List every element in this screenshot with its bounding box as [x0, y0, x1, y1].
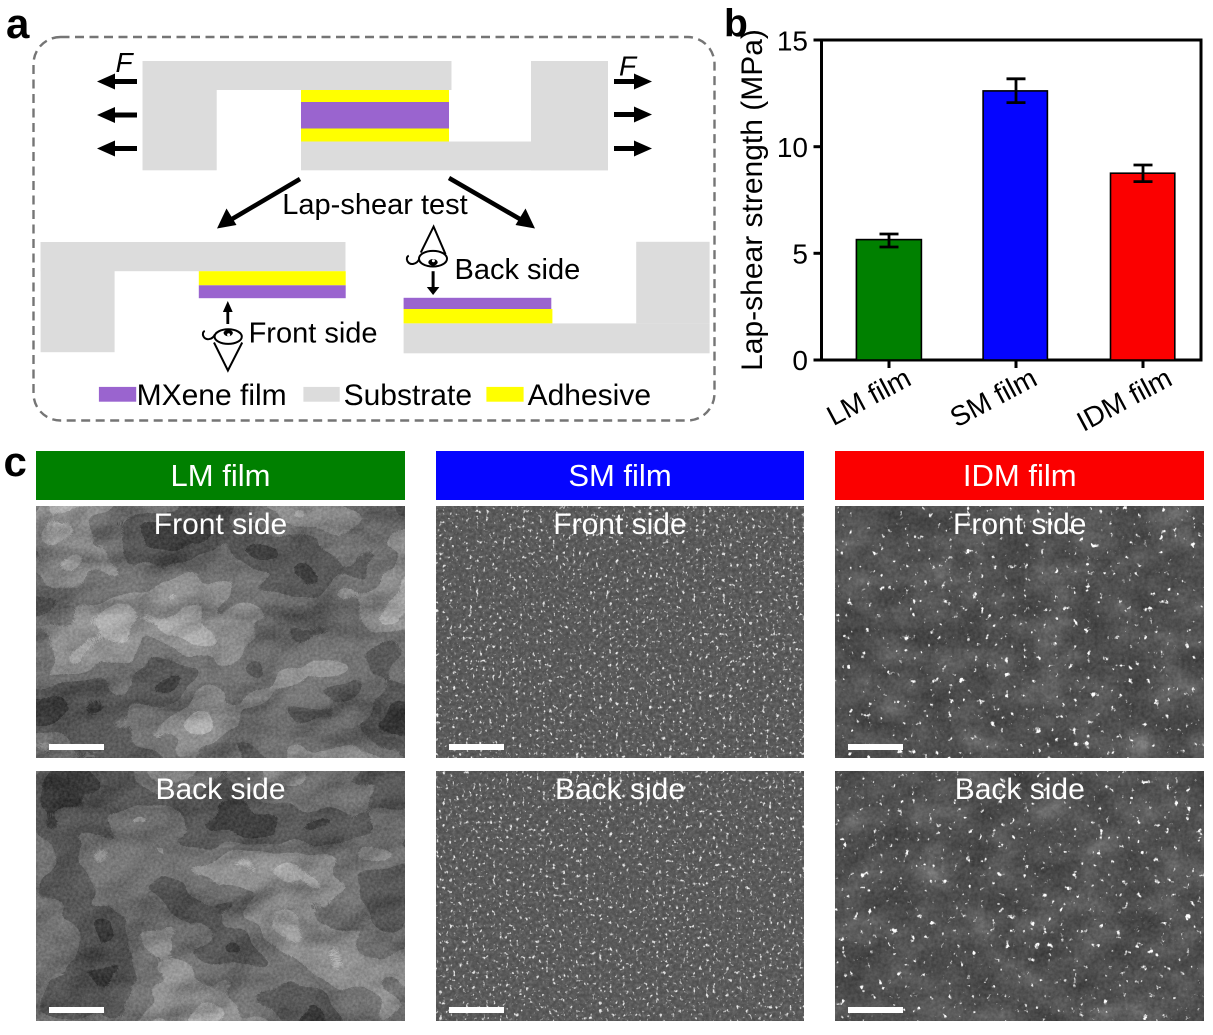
svg-text:15: 15	[777, 26, 808, 57]
svg-text:Front side: Front side	[249, 318, 378, 350]
svg-text:LM film: LM film	[822, 362, 916, 432]
svg-text:Substrate: Substrate	[344, 379, 472, 412]
svg-text:F: F	[116, 47, 135, 78]
svg-text:Adhesive: Adhesive	[528, 379, 651, 412]
svg-text:a: a	[6, 0, 30, 47]
svg-text:Lap-shear strength (MPa): Lap-shear strength (MPa)	[736, 29, 769, 371]
svg-text:b: b	[724, 3, 748, 46]
svg-text:0: 0	[792, 345, 808, 376]
svg-text:IDM film: IDM film	[1072, 362, 1177, 438]
svg-text:10: 10	[777, 132, 808, 163]
svg-text:5: 5	[792, 239, 808, 270]
svg-text:MXene film: MXene film	[137, 379, 287, 412]
svg-text:SM film: SM film	[945, 362, 1042, 433]
svg-text:F: F	[619, 51, 638, 82]
svg-text:Lap-shear test: Lap-shear test	[282, 189, 467, 221]
svg-text:Back side: Back side	[455, 254, 581, 286]
